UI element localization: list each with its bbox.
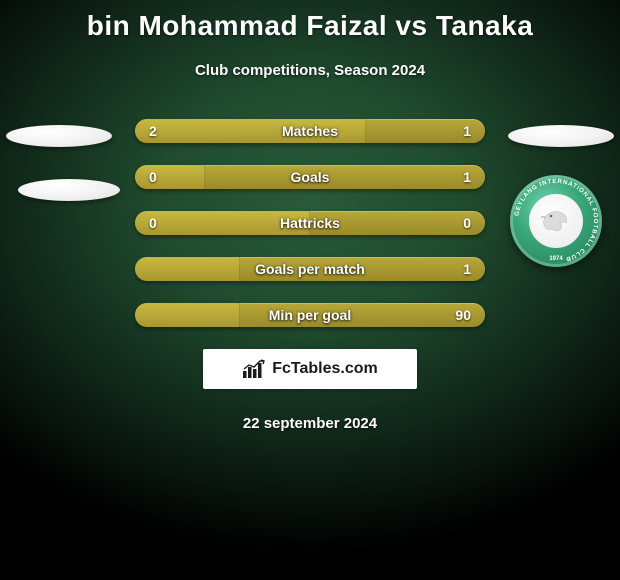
bar-label: Min per goal	[135, 303, 485, 327]
bar-label: Matches	[135, 119, 485, 143]
bar-label: Hattricks	[135, 211, 485, 235]
bar-right-value: 0	[463, 211, 471, 235]
bar-right-value: 90	[455, 303, 471, 327]
fctables-label: FcTables.com	[272, 360, 378, 378]
bar-label: Goals per match	[135, 257, 485, 281]
fctables-bars-icon	[242, 359, 266, 379]
bar-right-value: 1	[463, 257, 471, 281]
bar-right-value: 1	[463, 119, 471, 143]
bar-goals-per-match: Goals per match 1	[135, 257, 485, 281]
bar-label: Goals	[135, 165, 485, 189]
comparison-bars: 2 Matches 1 0 Goals 1 0 Hattricks 0 Goal…	[0, 119, 620, 327]
date-label: 22 september 2024	[0, 415, 620, 432]
bar-right-value: 1	[463, 165, 471, 189]
bar-hattricks: 0 Hattricks 0	[135, 211, 485, 235]
fctables-attribution: FcTables.com	[203, 349, 417, 389]
bar-min-per-goal: Min per goal 90	[135, 303, 485, 327]
page-title: bin Mohammad Faizal vs Tanaka	[0, 0, 620, 42]
subtitle: Club competitions, Season 2024	[0, 62, 620, 79]
bar-goals: 0 Goals 1	[135, 165, 485, 189]
bar-matches: 2 Matches 1	[135, 119, 485, 143]
